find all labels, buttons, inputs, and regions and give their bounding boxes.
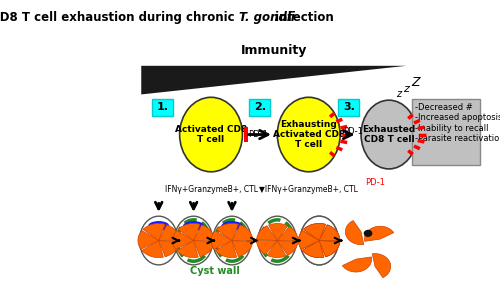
Wedge shape	[256, 226, 278, 241]
Ellipse shape	[300, 216, 339, 265]
FancyBboxPatch shape	[338, 99, 359, 116]
Ellipse shape	[300, 216, 339, 265]
Wedge shape	[319, 241, 340, 257]
Wedge shape	[319, 241, 340, 257]
Wedge shape	[268, 223, 287, 241]
Wedge shape	[173, 230, 194, 249]
Text: z: z	[403, 84, 409, 93]
Text: Cyst wall: Cyst wall	[190, 266, 240, 276]
Ellipse shape	[174, 216, 213, 265]
Text: infection: infection	[271, 11, 334, 24]
Wedge shape	[256, 241, 278, 255]
Wedge shape	[232, 225, 252, 241]
Wedge shape	[158, 225, 180, 241]
Wedge shape	[177, 241, 199, 258]
Wedge shape	[342, 257, 372, 272]
Text: Z: Z	[412, 76, 420, 89]
Wedge shape	[319, 225, 340, 241]
Wedge shape	[319, 225, 340, 241]
Wedge shape	[143, 223, 165, 241]
Wedge shape	[364, 226, 394, 241]
Ellipse shape	[140, 216, 178, 265]
Ellipse shape	[213, 216, 251, 265]
Wedge shape	[304, 223, 326, 241]
Text: 2.: 2.	[254, 102, 266, 112]
Wedge shape	[232, 241, 252, 257]
Wedge shape	[158, 241, 180, 257]
Text: PD-1: PD-1	[343, 127, 363, 136]
Wedge shape	[302, 241, 324, 258]
Wedge shape	[267, 241, 286, 258]
Ellipse shape	[258, 216, 296, 265]
Wedge shape	[142, 241, 164, 258]
Polygon shape	[142, 66, 406, 94]
Wedge shape	[302, 241, 324, 258]
Wedge shape	[346, 220, 364, 245]
Wedge shape	[194, 225, 214, 241]
Text: Exhausting
Activated CD8
T cell: Exhausting Activated CD8 T cell	[272, 120, 345, 150]
Text: IFNγ+GranzymeB+, CTL: IFNγ+GranzymeB+, CTL	[164, 185, 258, 194]
Ellipse shape	[278, 97, 340, 172]
Ellipse shape	[364, 230, 372, 237]
Text: PD-1: PD-1	[248, 130, 268, 139]
FancyBboxPatch shape	[250, 99, 270, 116]
Text: T. gondii: T. gondii	[239, 11, 295, 24]
Text: Exhausted
CD8 T cell: Exhausted CD8 T cell	[362, 125, 416, 144]
Wedge shape	[278, 227, 298, 241]
Text: z: z	[396, 89, 401, 99]
Wedge shape	[216, 223, 238, 241]
Wedge shape	[278, 241, 298, 255]
Wedge shape	[138, 230, 158, 249]
Text: CD8 T cell exhaustion during chronic: CD8 T cell exhaustion during chronic	[0, 11, 239, 24]
Wedge shape	[215, 241, 236, 258]
Ellipse shape	[183, 221, 204, 231]
Text: 1.: 1.	[156, 102, 168, 112]
Ellipse shape	[361, 100, 417, 169]
Text: 3.: 3.	[343, 102, 355, 112]
Text: -Decreased #
-Increased apoptosis
-Inability to recall
-Parasite reactivation: -Decreased # -Increased apoptosis -Inabi…	[415, 103, 500, 143]
Text: ▼IFNγ+GranzymeB+, CTL: ▼IFNγ+GranzymeB+, CTL	[260, 185, 358, 194]
Wedge shape	[178, 223, 200, 241]
Wedge shape	[372, 253, 390, 278]
Wedge shape	[304, 223, 326, 241]
Wedge shape	[298, 230, 319, 249]
Text: Immunity: Immunity	[240, 44, 307, 57]
Ellipse shape	[222, 221, 242, 231]
FancyBboxPatch shape	[152, 99, 172, 116]
Text: PD-1: PD-1	[365, 178, 385, 187]
Wedge shape	[211, 230, 232, 249]
Bar	[244, 127, 248, 142]
Wedge shape	[298, 230, 319, 249]
Text: Activated CD8
T cell: Activated CD8 T cell	[175, 125, 247, 144]
Ellipse shape	[148, 221, 170, 231]
Ellipse shape	[180, 97, 242, 172]
Wedge shape	[194, 241, 214, 257]
FancyBboxPatch shape	[412, 99, 480, 165]
